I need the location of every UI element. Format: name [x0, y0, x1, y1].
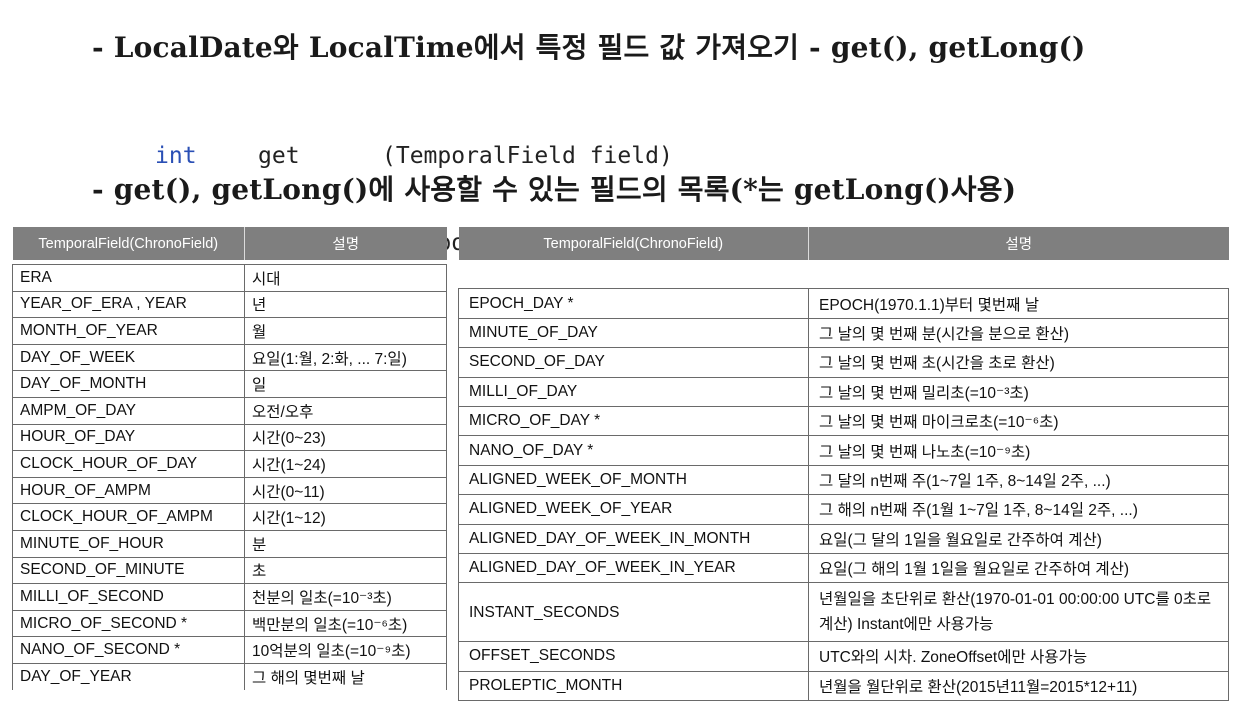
field-name-cell: EPOCH_DAY * — [458, 288, 809, 319]
column-header-field: TemporalField(ChronoField) — [458, 227, 809, 260]
field-name-cell: ALIGNED_DAY_OF_WEEK_IN_MONTH — [458, 523, 809, 554]
table-row: PROLEPTIC_MONTH 년월을 월단위로 환산(2015년11월=2015… — [458, 670, 1229, 702]
field-name-cell: MINUTE_OF_DAY — [458, 317, 809, 349]
field-description-cell: 분 — [244, 529, 447, 558]
field-description-cell: 백만분의 일초(=10⁻⁶초) — [244, 609, 447, 638]
table-row: CLOCK_HOUR_OF_DAY 시간(1~24) — [12, 450, 447, 478]
table-row: HOUR_OF_DAY 시간(0~23) — [12, 423, 447, 452]
table-row: NANO_OF_SECOND * 10억분의 일초(=10⁻⁹초) — [12, 636, 447, 664]
field-description-cell: 시대 — [244, 264, 447, 292]
field-description-cell: EPOCH(1970.1.1)부터 몇번째 날 — [808, 288, 1229, 319]
field-description-cell: 초 — [244, 556, 447, 585]
field-name-cell: DAY_OF_WEEK — [12, 343, 245, 372]
field-name-cell: MILLI_OF_SECOND — [12, 583, 245, 611]
table-row: MILLI_OF_SECOND 천분의 일초(=10⁻³초) — [12, 583, 447, 611]
table-row: MICRO_OF_SECOND * 백만분의 일초(=10⁻⁶초) — [12, 609, 447, 638]
field-name-cell: AMPM_OF_DAY — [12, 396, 245, 425]
code-line-get: int get (TemporalField field) — [155, 142, 673, 171]
field-name-cell: ERA — [12, 264, 245, 292]
table-row: NANO_OF_DAY * 그 날의 몇 번째 나노초(=10⁻⁹초) — [458, 435, 1229, 466]
field-description-cell: 월 — [244, 317, 447, 345]
field-description-cell: 그 달의 n번째 주(1~7일 1주, 8~14일 2주, ...) — [808, 464, 1229, 496]
field-description-cell: 년월을 월단위로 환산(2015년11월=2015*12+11) — [808, 670, 1229, 702]
field-name-cell: DAY_OF_MONTH — [12, 370, 245, 398]
table-row: SECOND_OF_MINUTE 초 — [12, 556, 447, 585]
field-name-cell: HOUR_OF_DAY — [12, 423, 245, 452]
column-header-field: TemporalField(ChronoField) — [12, 227, 245, 260]
field-description-cell: 천분의 일초(=10⁻³초) — [244, 583, 447, 611]
field-description-cell: 그 해의 몇번째 날 — [244, 662, 447, 690]
code-type: int — [155, 143, 197, 169]
table-row: CLOCK_HOUR_OF_AMPM 시간(1~12) — [12, 503, 447, 531]
table-row: INSTANT_SECONDS 년월일을 초단위로 환산(1970-01-01 0… — [458, 582, 1229, 643]
field-name-cell: INSTANT_SECONDS — [458, 582, 809, 643]
table-row: OFFSET_SECONDS UTC와의 시차. ZoneOffset에만 사용가… — [458, 641, 1229, 672]
field-name-cell: ALIGNED_DAY_OF_WEEK_IN_YEAR — [458, 552, 809, 584]
field-name-cell: MILLI_OF_DAY — [458, 376, 809, 407]
table-row: DAY_OF_YEAR 그 해의 몇번째 날 — [12, 662, 447, 690]
field-name-cell: YEAR_OF_ERA , YEAR — [12, 290, 245, 319]
field-name-cell: NANO_OF_DAY * — [458, 435, 809, 466]
heading-field-list: - get(), getLong()에 사용할 수 있는 필드의 목록(*는 g… — [92, 173, 1017, 206]
field-description-cell: 시간(1~12) — [244, 503, 447, 531]
field-description-cell: 그 날의 몇 번째 나노초(=10⁻⁹초) — [808, 435, 1229, 466]
left-field-table: TemporalField(ChronoField) 설명 ERA 시대 YEAR_… — [12, 227, 447, 690]
field-description-cell: 년 — [244, 290, 447, 319]
field-name-cell: MINUTE_OF_HOUR — [12, 529, 245, 558]
field-name-cell: MONTH_OF_YEAR — [12, 317, 245, 345]
table-row: MICRO_OF_DAY * 그 날의 몇 번째 마이크로초(=10⁻⁶초) — [458, 405, 1229, 437]
field-name-cell: ALIGNED_WEEK_OF_MONTH — [458, 464, 809, 496]
table-row: AMPM_OF_DAY 오전/오후 — [12, 396, 447, 425]
table-row: EPOCH_DAY * EPOCH(1970.1.1)부터 몇번째 날 — [458, 288, 1229, 319]
code-method: get — [258, 143, 300, 169]
field-description-cell: 그 날의 몇 번째 초(시간을 초로 환산) — [808, 347, 1229, 378]
field-description-cell: 요일(1:월, 2:화, ... 7:일) — [244, 343, 447, 372]
table-row: ALIGNED_DAY_OF_WEEK_IN_MONTH 요일(그 달의 1일을 … — [458, 523, 1229, 554]
table-row: HOUR_OF_AMPM 시간(0~11) — [12, 476, 447, 505]
field-description-cell: 요일(그 해의 1월 1일을 월요일로 간주하여 계산) — [808, 552, 1229, 584]
table-row: MONTH_OF_YEAR 월 — [12, 317, 447, 345]
field-description-cell: UTC와의 시차. ZoneOffset에만 사용가능 — [808, 641, 1229, 672]
table-row: ALIGNED_DAY_OF_WEEK_IN_YEAR 요일(그 해의 1월 1일… — [458, 552, 1229, 584]
field-name-cell: OFFSET_SECONDS — [458, 641, 809, 672]
field-description-cell: 시간(0~11) — [244, 476, 447, 505]
table-row: SECOND_OF_DAY 그 날의 몇 번째 초(시간을 초로 환산) — [458, 347, 1229, 378]
field-description-cell: 그 해의 n번째 주(1월 1~7일 1주, 8~14일 2주, ...) — [808, 494, 1229, 525]
field-name-cell: SECOND_OF_MINUTE — [12, 556, 245, 585]
field-name-cell: MICRO_OF_DAY * — [458, 405, 809, 437]
field-description-cell: 10억분의 일초(=10⁻⁹초) — [244, 636, 447, 664]
table-row: DAY_OF_WEEK 요일(1:월, 2:화, ... 7:일) — [12, 343, 447, 372]
field-description-cell: 요일(그 달의 1일을 월요일로 간주하여 계산) — [808, 523, 1229, 554]
table-row: ERA 시대 — [12, 264, 447, 292]
field-name-cell: CLOCK_HOUR_OF_DAY — [12, 450, 245, 478]
field-name-cell: ALIGNED_WEEK_OF_YEAR — [458, 494, 809, 525]
table-row: MINUTE_OF_DAY 그 날의 몇 번째 분(시간을 분으로 환산) — [458, 317, 1229, 349]
right-field-table: TemporalField(ChronoField) 설명 EPOCH_DAY … — [458, 227, 1229, 702]
heading-localdate-get: - LocalDate와 LocalTime에서 특정 필드 값 가져오기 - … — [92, 31, 1086, 64]
table-row: MINUTE_OF_HOUR 분 — [12, 529, 447, 558]
field-description-cell: 그 날의 몇 번째 분(시간을 분으로 환산) — [808, 317, 1229, 349]
field-description-cell: 오전/오후 — [244, 396, 447, 425]
field-description-cell: 년월일을 초단위로 환산(1970-01-01 00:00:00 UTC를 0초… — [808, 582, 1229, 643]
field-description-cell: 시간(1~24) — [244, 450, 447, 478]
field-name-cell: CLOCK_HOUR_OF_AMPM — [12, 503, 245, 531]
table-row: ALIGNED_WEEK_OF_YEAR 그 해의 n번째 주(1월 1~7일 1… — [458, 494, 1229, 525]
table-row: YEAR_OF_ERA , YEAR 년 — [12, 290, 447, 319]
field-description-cell: 그 날의 몇 번째 마이크로초(=10⁻⁶초) — [808, 405, 1229, 437]
field-name-cell: HOUR_OF_AMPM — [12, 476, 245, 505]
column-header-description: 설명 — [808, 227, 1229, 260]
field-name-cell: MICRO_OF_SECOND * — [12, 609, 245, 638]
field-description-cell: 그 날의 몇 번째 밀리초(=10⁻³초) — [808, 376, 1229, 407]
column-header-description: 설명 — [244, 227, 447, 260]
table-row: DAY_OF_MONTH 일 — [12, 370, 447, 398]
field-description-cell: 일 — [244, 370, 447, 398]
field-name-cell: DAY_OF_YEAR — [12, 662, 245, 690]
table-row: MILLI_OF_DAY 그 날의 몇 번째 밀리초(=10⁻³초) — [458, 376, 1229, 407]
code-params: (TemporalField field) — [382, 143, 673, 169]
field-name-cell: PROLEPTIC_MONTH — [458, 670, 809, 702]
field-description-cell: 시간(0~23) — [244, 423, 447, 452]
table-row: ALIGNED_WEEK_OF_MONTH 그 달의 n번째 주(1~7일 1주,… — [458, 464, 1229, 496]
field-name-cell: SECOND_OF_DAY — [458, 347, 809, 378]
field-name-cell: NANO_OF_SECOND * — [12, 636, 245, 664]
